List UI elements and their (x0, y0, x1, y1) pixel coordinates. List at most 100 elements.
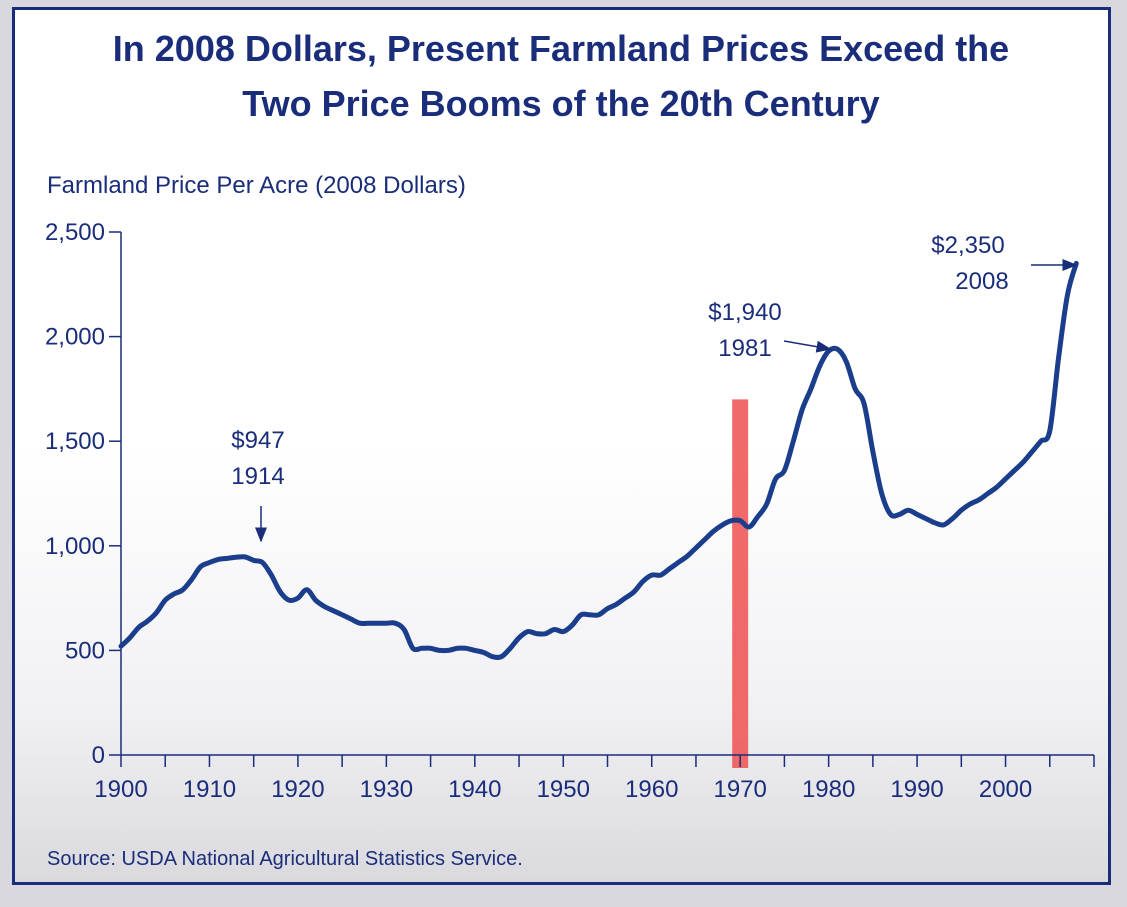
data-point (342, 614, 343, 615)
data-point (864, 403, 865, 404)
data-point (1076, 263, 1077, 264)
data-point (704, 539, 705, 540)
data-point (209, 562, 210, 563)
data-point (368, 623, 369, 624)
y-tick-label: 1,000 (45, 533, 105, 560)
data-point (386, 623, 387, 624)
data-point (572, 625, 573, 626)
data-point (1032, 451, 1033, 452)
x-tick-label: 1980 (802, 776, 855, 803)
data-point (182, 589, 183, 590)
data-point (227, 558, 228, 559)
data-point (881, 493, 882, 494)
data-point (395, 623, 396, 624)
data-point (519, 637, 520, 638)
data-point (810, 388, 811, 389)
data-point (669, 568, 670, 569)
data-point (351, 619, 352, 620)
data-point (1067, 294, 1068, 295)
data-point (713, 531, 714, 532)
data-point (607, 608, 608, 609)
x-tick-label: 1990 (890, 776, 943, 803)
data-point (766, 504, 767, 505)
data-point (899, 514, 900, 515)
data-point (917, 514, 918, 515)
data-point (421, 648, 422, 649)
annotation-1914-value: $947 (231, 427, 284, 454)
data-point (129, 637, 130, 638)
data-point (696, 547, 697, 548)
x-tick-label: 1970 (713, 776, 766, 803)
data-point (1040, 441, 1041, 442)
chart-svg: In 2008 Dollars, Present Farmland Prices… (45, 28, 1095, 870)
data-point (236, 557, 237, 558)
chart-frame: In 2008 Dollars, Present Farmland Prices… (12, 7, 1111, 885)
data-point (324, 606, 325, 607)
data-point (979, 499, 980, 500)
data-point (501, 656, 502, 657)
y-tick-label: 2,500 (45, 219, 105, 246)
annotation-2008-value: $2,350 (931, 232, 1004, 259)
data-point (828, 351, 829, 352)
data-point (1023, 462, 1024, 463)
data-point (855, 388, 856, 389)
data-point (262, 562, 263, 563)
data-point (315, 600, 316, 601)
data-point (448, 650, 449, 651)
data-point (359, 623, 360, 624)
chart-title-line2: Two Price Booms of the 20th Century (242, 83, 879, 124)
data-point (687, 556, 688, 557)
data-point (952, 518, 953, 519)
data-point (121, 646, 122, 647)
data-point (634, 591, 635, 592)
data-point (722, 524, 723, 525)
data-point (775, 478, 776, 479)
data-point (819, 365, 820, 366)
y-axis-label: Farmland Price Per Acre (2008 Dollars) (47, 172, 466, 199)
data-point (271, 575, 272, 576)
data-point (961, 510, 962, 511)
data-point (642, 581, 643, 582)
x-tick-label: 1960 (625, 776, 678, 803)
data-point (749, 527, 750, 528)
x-tick-label: 1900 (94, 776, 147, 803)
data-point (297, 598, 298, 599)
data-point (412, 648, 413, 649)
data-point (457, 648, 458, 649)
y-tick-label: 1,500 (45, 428, 105, 455)
data-point (333, 610, 334, 611)
data-point (165, 600, 166, 601)
x-tick-label: 1950 (537, 776, 590, 803)
data-point (872, 451, 873, 452)
data-point (651, 575, 652, 576)
data-point (625, 598, 626, 599)
y-tick-label: 2,000 (45, 324, 105, 351)
x-tick-label: 2000 (979, 776, 1032, 803)
x-tick-label: 1930 (360, 776, 413, 803)
data-point (846, 361, 847, 362)
data-point (466, 648, 467, 649)
data-point (731, 520, 732, 521)
x-tick-label: 1910 (183, 776, 236, 803)
data-point (784, 470, 785, 471)
annotation-1981-year: 1981 (718, 335, 771, 362)
data-point (837, 349, 838, 350)
data-point (616, 604, 617, 605)
data-point (218, 559, 219, 560)
data-point (510, 648, 511, 649)
data-point (757, 516, 758, 517)
x-tick-label: 1920 (271, 776, 324, 803)
data-point (138, 627, 139, 628)
data-point (244, 556, 245, 557)
data-point (598, 614, 599, 615)
data-point (147, 621, 148, 622)
data-point (253, 560, 254, 561)
data-point (191, 579, 192, 580)
annotation-2008-year: 2008 (955, 268, 1008, 295)
data-point (439, 650, 440, 651)
data-point (280, 591, 281, 592)
data-point (970, 504, 971, 505)
data-point (289, 600, 290, 601)
data-point (174, 593, 175, 594)
data-point (793, 441, 794, 442)
